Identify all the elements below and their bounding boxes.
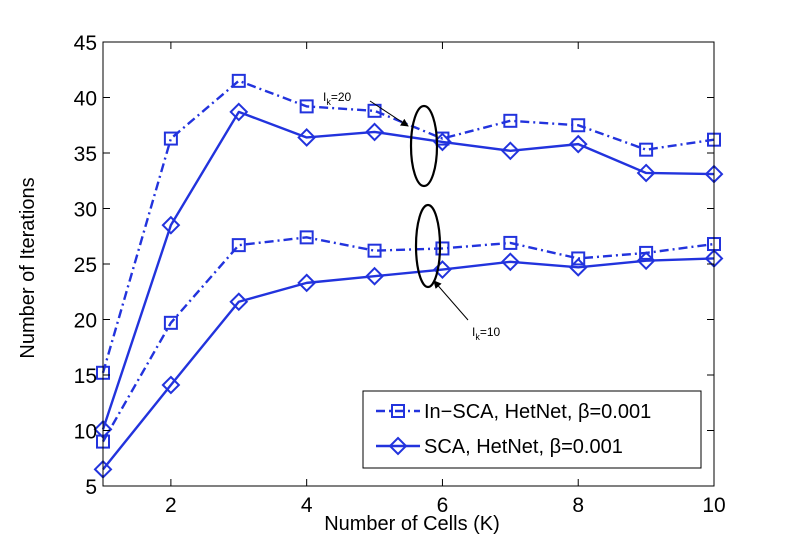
axes-layer: 5 10 15 20 25 30 35 40 45 2 4 6 8 10 — [74, 32, 726, 517]
data-point — [500, 252, 520, 272]
data-point — [231, 73, 246, 88]
data-point — [636, 163, 656, 183]
data-point — [367, 103, 382, 118]
legend-box — [362, 390, 702, 469]
legend-item: SCA, HetNet, β=0.001 — [376, 436, 623, 458]
series-3 — [93, 249, 724, 479]
annotation-label-ik10: Ik=10 — [472, 325, 501, 342]
y-tick-label: 10 — [74, 421, 97, 444]
legend-label: SCA, HetNet, β=0.001 — [424, 436, 623, 458]
series-layer — [93, 73, 724, 479]
data-point — [299, 99, 314, 114]
annotation-ellipse — [409, 104, 439, 188]
data-point — [433, 260, 452, 279]
legend-swatch-marker — [391, 404, 405, 418]
y-tick-label: 45 — [74, 32, 97, 55]
x-tick-label: 4 — [301, 494, 313, 517]
data-point — [163, 315, 178, 330]
y-tick-label: 25 — [74, 254, 97, 277]
data-point — [568, 257, 588, 277]
data-point — [435, 241, 450, 256]
x-tick-label: 6 — [437, 494, 449, 517]
data-point — [639, 245, 654, 260]
annotation-ellipse — [414, 203, 442, 289]
data-point — [297, 128, 317, 147]
x-tick-label: 2 — [165, 494, 177, 517]
annotation-arrow — [433, 280, 469, 321]
series-line — [101, 110, 715, 430]
x-tick-label: 10 — [702, 494, 725, 517]
y-tick-label: 20 — [74, 310, 97, 333]
data-point — [500, 141, 520, 161]
data-point — [365, 122, 384, 142]
data-point — [568, 134, 588, 154]
data-point — [161, 375, 181, 395]
legend: In−SCA, HetNet, β=0.001 SCA, HetNet, β=0.… — [362, 390, 702, 469]
y-tick-label: 40 — [74, 88, 97, 111]
legend-item: In−SCA, HetNet, β=0.001 — [376, 401, 651, 423]
x-tick-label: 8 — [572, 494, 584, 517]
legend-label: In−SCA, HetNet, β=0.001 — [424, 401, 651, 423]
data-point — [571, 251, 586, 266]
data-point — [299, 230, 314, 245]
annotation-arrow — [369, 100, 409, 127]
data-point — [571, 118, 586, 133]
data-point — [636, 251, 656, 271]
y-axis-label: Number of Iterations — [17, 177, 39, 358]
series-line — [102, 257, 715, 471]
data-point — [229, 292, 249, 312]
data-point — [367, 243, 382, 258]
y-tick-label: 5 — [85, 476, 97, 499]
data-point — [503, 113, 518, 128]
series-line — [101, 79, 715, 374]
legend-swatch-marker — [388, 436, 408, 456]
data-point — [231, 238, 246, 253]
y-tick-label: 30 — [74, 199, 97, 222]
data-point — [365, 266, 384, 286]
y-tick-label: 35 — [74, 143, 97, 166]
x-axis-label: Number of Cells (K) — [324, 513, 500, 535]
data-point — [163, 131, 178, 146]
data-point — [503, 235, 518, 250]
data-point — [229, 102, 249, 122]
data-point — [161, 215, 181, 235]
data-point — [297, 273, 317, 293]
annotations-layer: Ik=20 Ik=10 — [323, 90, 501, 342]
y-tick-label: 15 — [74, 365, 97, 388]
annotation-label-ik20: Ik=20 — [323, 90, 352, 107]
data-point — [639, 142, 654, 157]
